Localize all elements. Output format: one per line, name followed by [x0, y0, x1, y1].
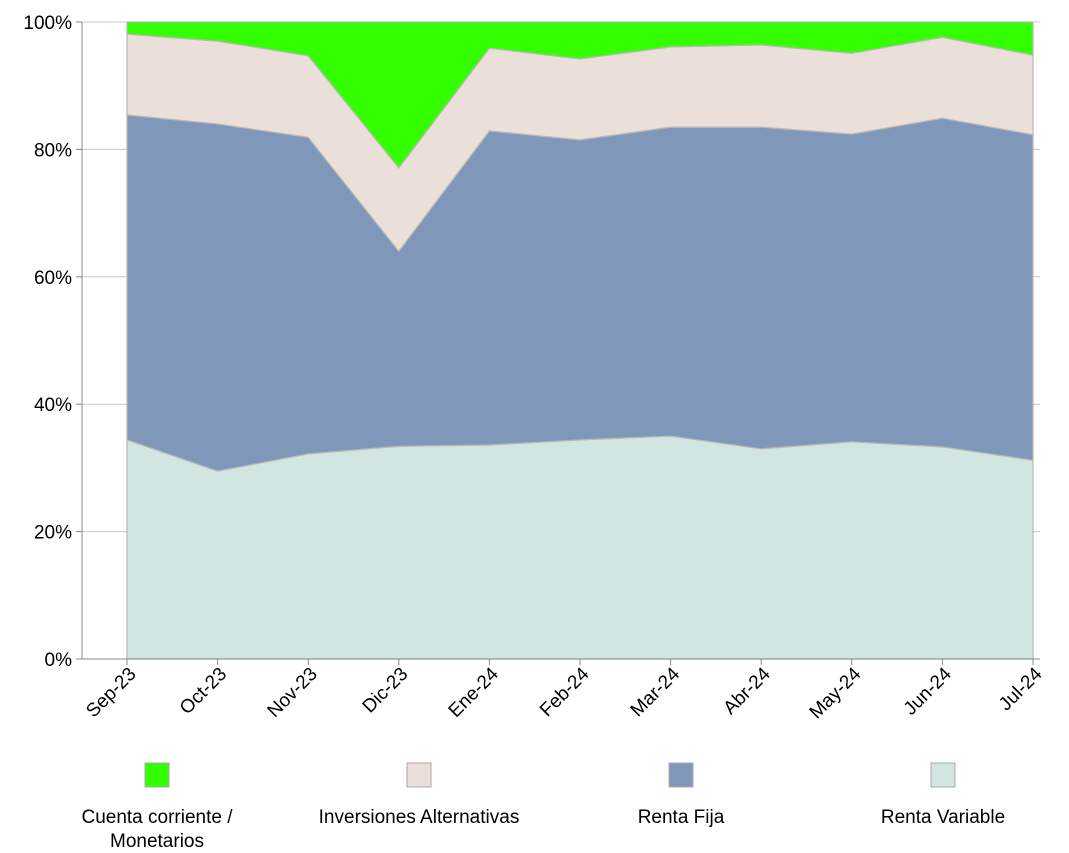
- legend-swatch: [406, 762, 432, 788]
- x-tick-label: Ene-24: [445, 663, 503, 721]
- legend-label: Inversiones Alternativas: [318, 807, 520, 828]
- area: [126, 114, 1034, 472]
- legend-swatch: [144, 762, 170, 788]
- y-tick-label: 60%: [34, 268, 72, 289]
- x-tick-label: Nov-23: [264, 664, 322, 722]
- legend-swatch: [930, 762, 956, 788]
- y-tick-label: 80%: [34, 140, 72, 161]
- legend-swatch: [668, 762, 694, 788]
- y-tick-label: 100%: [23, 13, 72, 34]
- area: [126, 21, 1034, 169]
- y-tick-label: 0%: [45, 650, 73, 671]
- x-tick-label: Jul-24: [995, 663, 1047, 715]
- x-tick-label: Oct-23: [176, 664, 231, 719]
- legend-label: Renta Variable: [880, 807, 1006, 828]
- legend-label: Renta Fija: [637, 807, 725, 828]
- x-tick-label: Jun-24: [900, 663, 956, 719]
- x-tick-label: Dic-23: [359, 664, 413, 718]
- x-tick-label: Feb-24: [536, 663, 594, 721]
- x-tick-label: Mar-24: [627, 663, 685, 721]
- x-tick-label: Abr-24: [720, 663, 775, 718]
- y-tick-label: 40%: [34, 395, 72, 416]
- y-tick-label: 20%: [34, 523, 72, 544]
- x-tick-label: Sep-23: [82, 664, 140, 722]
- legend-label: Cuenta corriente / Monetarios: [81, 807, 233, 852]
- area: [126, 435, 1034, 660]
- x-tick-label: May-24: [806, 663, 866, 723]
